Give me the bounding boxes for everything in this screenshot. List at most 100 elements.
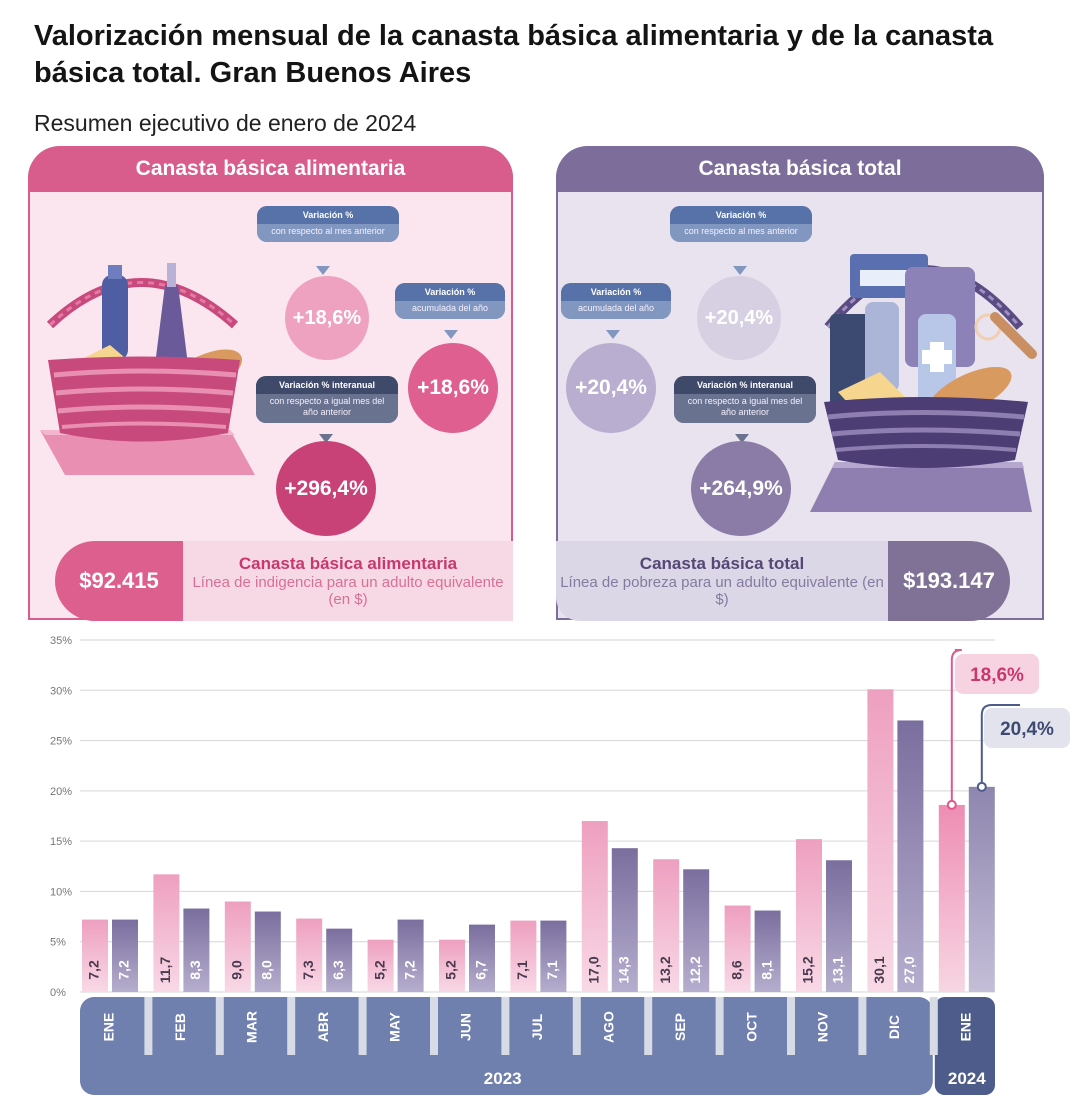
y-tick-label: 15% bbox=[50, 836, 72, 848]
month-label: DIC bbox=[886, 1015, 902, 1039]
cba-accumulated-tag-body: acumulada del año bbox=[395, 301, 505, 319]
cbt-value-label: 8,1 bbox=[758, 960, 774, 980]
y-tick-label: 20% bbox=[50, 786, 72, 798]
month-label: NOV bbox=[815, 1011, 831, 1042]
page-subtitle: Resumen ejecutivo de enero de 2024 bbox=[34, 110, 417, 136]
cbt-callout-box bbox=[984, 708, 1070, 748]
y-tick-label: 30% bbox=[50, 685, 72, 697]
month-separator bbox=[215, 997, 224, 1055]
cbt-value-label: 7,2 bbox=[116, 960, 132, 980]
month-label: MAY bbox=[386, 1011, 402, 1041]
month-label: ENE bbox=[101, 1013, 117, 1042]
cba-accumulated-value: +18,6% bbox=[408, 343, 498, 433]
cbt-amount: $193.147 bbox=[888, 541, 1010, 621]
axis-band-2024 bbox=[934, 997, 995, 1095]
cbt-callout-dot bbox=[976, 781, 987, 792]
cba-value-label: 5,2 bbox=[443, 960, 459, 980]
cba-bar bbox=[153, 874, 180, 992]
cba-bar bbox=[296, 918, 323, 992]
cba-callout-line bbox=[950, 649, 962, 805]
cba-monthly-tag-title: Variación % bbox=[257, 206, 399, 224]
cba-bar bbox=[367, 939, 394, 992]
cba-value-label: 7,2 bbox=[86, 960, 102, 980]
cbt-value-label: 8,3 bbox=[187, 960, 203, 980]
cbt-value-label: 7,1 bbox=[544, 960, 560, 980]
cbt-bar bbox=[826, 860, 852, 992]
cbt-interannual-tag: Variación % interanual con respecto a ig… bbox=[674, 376, 816, 423]
y-tick-label: 10% bbox=[50, 886, 72, 898]
month-label: OCT bbox=[743, 1012, 759, 1042]
cbt-value-label: 12,2 bbox=[687, 956, 703, 983]
cbt-panel-header: Canasta básica total bbox=[556, 146, 1044, 192]
month-label: SEP bbox=[672, 1013, 688, 1041]
cba-value-label: 11,7 bbox=[157, 957, 173, 984]
cbt-line-label: Canasta básica total Línea de pobreza pa… bbox=[556, 541, 888, 621]
cbt-bar bbox=[183, 908, 210, 992]
cba-value-label: 7,3 bbox=[300, 960, 316, 980]
month-separator bbox=[501, 997, 510, 1055]
cbt-bar bbox=[611, 848, 638, 992]
cba-value-label: 30,1 bbox=[871, 956, 887, 983]
y-tick-label: 35% bbox=[50, 635, 72, 647]
cba-callout-dot bbox=[946, 799, 957, 810]
cbt-interannual-value: +264,9% bbox=[691, 441, 791, 536]
month-label: ABR bbox=[315, 1012, 331, 1042]
cba-bar bbox=[510, 920, 537, 992]
month-label: MAR bbox=[244, 1011, 260, 1043]
cba-bar bbox=[581, 821, 608, 992]
cba-bar bbox=[439, 939, 465, 992]
cba-monthly-tag: Variación % con respecto al mes anterior bbox=[257, 206, 399, 242]
cbt-accumulated-tag-title: Variación % bbox=[561, 283, 671, 301]
cba-bar bbox=[867, 689, 894, 992]
cbt-value-label: 27,0 bbox=[901, 956, 917, 983]
month-separator bbox=[715, 997, 724, 1055]
month-separator bbox=[144, 997, 153, 1055]
cbt-value-label: 6,7 bbox=[473, 960, 489, 980]
cbt-bar bbox=[540, 920, 567, 992]
cbt-accumulated-value: +20,4% bbox=[566, 343, 656, 433]
cbt-value-label: 14,3 bbox=[616, 956, 632, 983]
cba-line-desc: Línea de indigencia para un adulto equiv… bbox=[192, 574, 504, 608]
cba-line-title: Canasta básica alimentaria bbox=[238, 554, 458, 573]
monthly-variation-chart: 0% 5% 10% 15% 20% 25% 30% 35% 7,2 7,2 11,7 8,3 9,0 8… bbox=[50, 635, 1070, 1095]
cba-accumulated-tag: Variación % acumulada del año bbox=[395, 283, 505, 319]
year-label: 2024 bbox=[948, 1069, 986, 1088]
cbt-value-label: 7,2 bbox=[401, 960, 417, 980]
month-separator bbox=[287, 997, 296, 1055]
month-label: AGO bbox=[601, 1011, 617, 1043]
y-tick-label: 0% bbox=[50, 987, 66, 999]
cba-interannual-tag: Variación % interanual con respecto a ig… bbox=[256, 376, 398, 423]
cbt-bar bbox=[326, 928, 353, 992]
cbt-line-title: Canasta básica total bbox=[639, 554, 805, 573]
food-basket-icon bbox=[40, 263, 255, 475]
month-label: JUL bbox=[529, 1013, 545, 1040]
cbt-bar bbox=[754, 910, 781, 992]
cba-interannual-tag-body: con respecto a igual mes del año anterio… bbox=[256, 394, 398, 423]
cba-line-label: Canasta básica alimentaria Línea de indi… bbox=[183, 541, 513, 621]
cba-bar bbox=[938, 804, 965, 992]
cba-interannual-tag-title: Variación % interanual bbox=[256, 376, 398, 394]
month-separator bbox=[858, 997, 867, 1055]
cbt-bar bbox=[897, 720, 924, 992]
cbt-interannual-tag-body: con respecto a igual mes del año anterio… bbox=[674, 394, 816, 423]
year-label: 2023 bbox=[484, 1069, 522, 1088]
month-separator bbox=[787, 997, 795, 1055]
cbt-callout-value: 20,4% bbox=[1000, 719, 1054, 740]
cba-interannual-value: +296,4% bbox=[276, 441, 376, 536]
cbt-value-label: 6,3 bbox=[330, 960, 346, 980]
month-separator bbox=[644, 997, 653, 1055]
cbt-accumulated-tag-body: acumulada del año bbox=[561, 301, 671, 319]
y-tick-label: 5% bbox=[50, 937, 66, 949]
cbt-value-label: 13,1 bbox=[830, 956, 846, 983]
cba-bar bbox=[82, 919, 108, 992]
cbt-bar bbox=[968, 786, 995, 992]
cbt-accumulated-tag: Variación % acumulada del año bbox=[561, 283, 671, 319]
cbt-monthly-tag-body: con respecto al mes anterior bbox=[670, 224, 812, 242]
cba-bar bbox=[796, 839, 822, 992]
cba-value-label: 9,0 bbox=[229, 960, 245, 980]
page-title: Valorización mensual de la canasta básic… bbox=[34, 20, 994, 89]
cbt-bar bbox=[683, 869, 710, 992]
cba-amount: $92.415 bbox=[55, 541, 183, 621]
cbt-interannual-tag-title: Variación % interanual bbox=[674, 376, 816, 394]
cbt-bar bbox=[469, 924, 495, 992]
